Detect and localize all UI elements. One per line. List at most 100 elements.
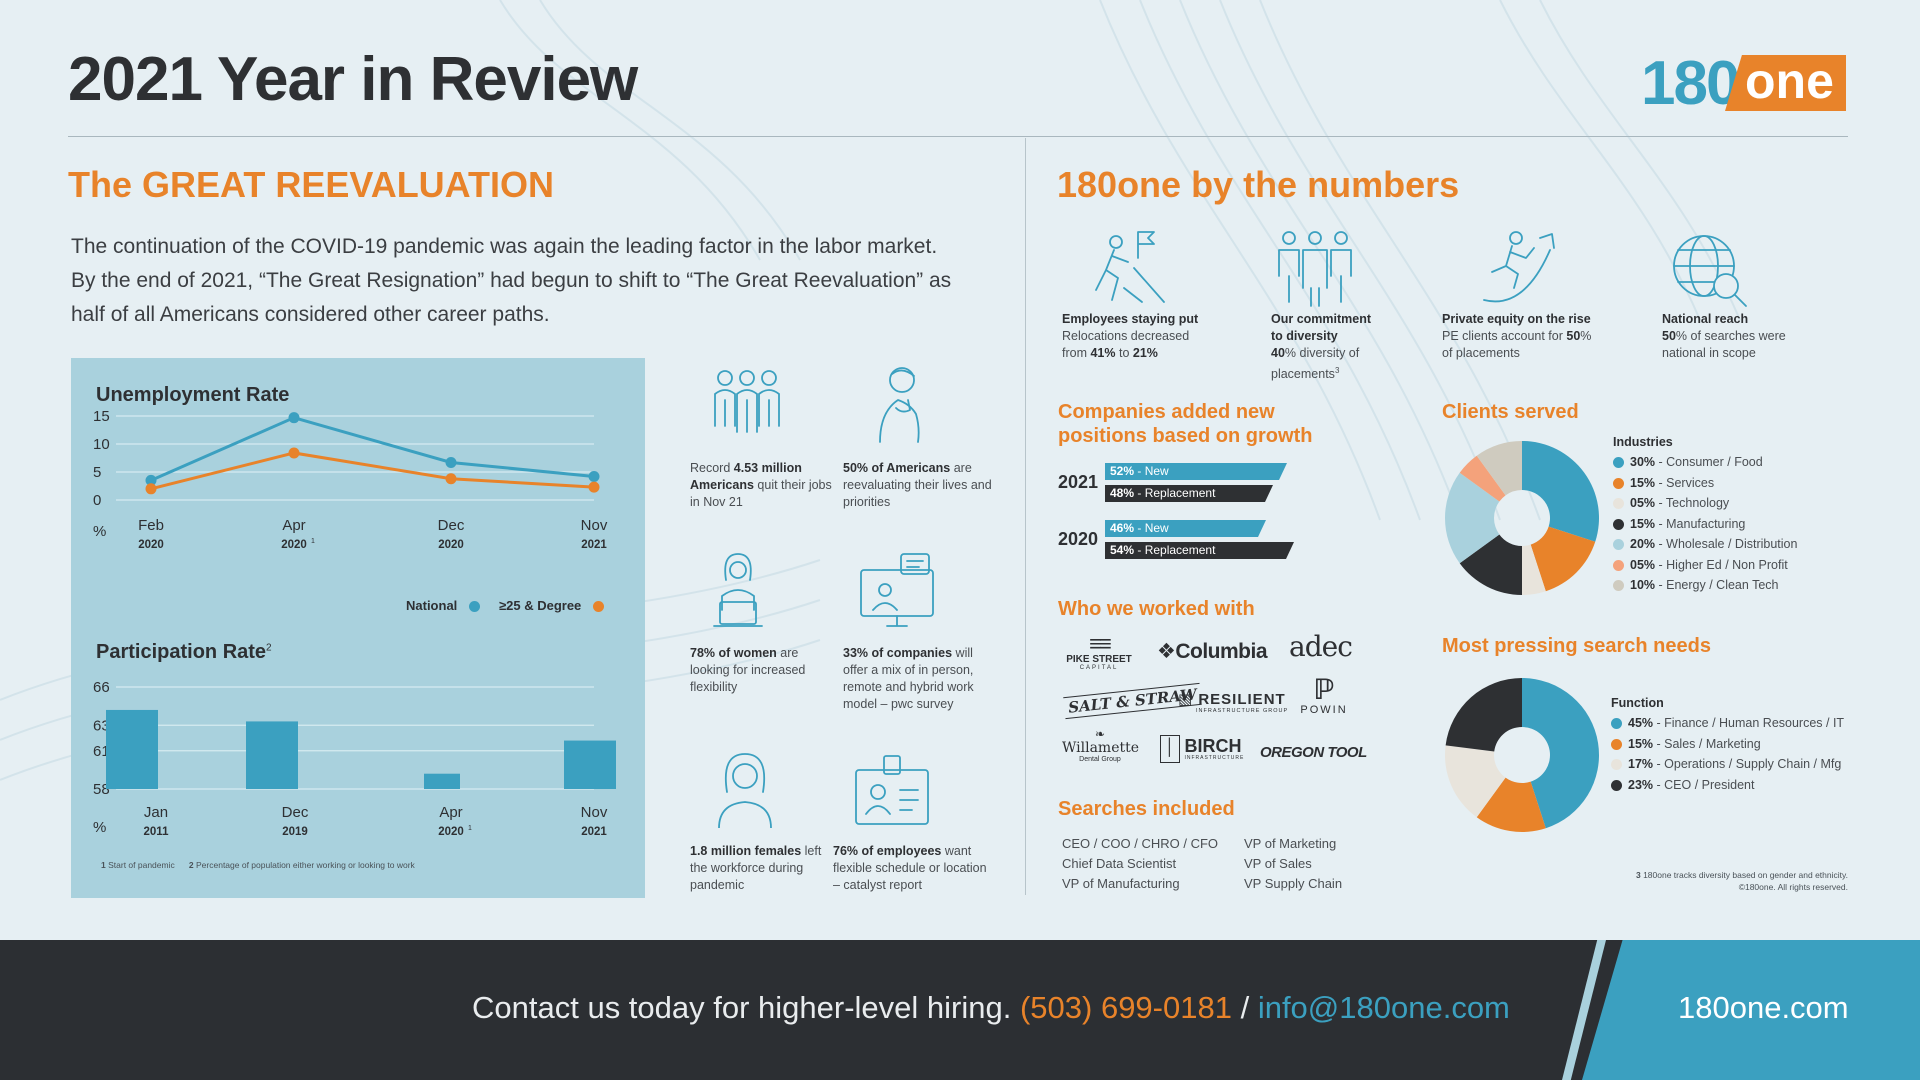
legend-pct: 30% (1630, 455, 1656, 469)
number-title: Employees staying put (1062, 312, 1199, 326)
number-line: from (1062, 346, 1091, 360)
client-sub: INFRASTRUCTURE GROUP (1196, 708, 1289, 714)
footer-phone-link[interactable]: (503) 699-0181 (1019, 990, 1232, 1025)
number-line: national in scope (1662, 346, 1756, 360)
bar-2020-new-label: 46% - New (1105, 520, 1266, 537)
birch-mark-icon: │ (1160, 735, 1180, 763)
functions-legend-title: Function (1611, 696, 1664, 710)
companies-heading-line: Companies added new (1058, 401, 1275, 423)
search-item: Chief Data Scientist (1062, 856, 1177, 871)
legend-dot (1611, 759, 1622, 771)
legend-item: 10% - Energy / Clean Tech (1613, 575, 1797, 596)
legend-label: - Consumer / Food (1655, 455, 1763, 469)
page-title: 2021 Year in Review (68, 45, 638, 114)
number-title: National reach (1662, 312, 1749, 326)
client-name: Columbia (1175, 640, 1267, 663)
legend-dot (1613, 539, 1624, 551)
logo-oregon-tool: OREGON TOOL (1260, 744, 1367, 761)
unemployment-chart-title: Unemployment Rate (96, 384, 290, 406)
x-tick-label: Feb (138, 517, 164, 534)
runner-arrow-icon (1483, 231, 1555, 303)
footer-email-link[interactable]: info@180one.com (1257, 990, 1510, 1025)
footnote-1: Start of pandemic (108, 860, 175, 870)
legend-item: 05% - Technology (1613, 493, 1797, 514)
x-tick-year: 2020 (281, 539, 307, 551)
logo-willamette: ❧ Willamette Dental Group (1062, 727, 1139, 763)
data-point (288, 447, 300, 459)
legend-pct: 17% (1628, 757, 1654, 771)
data-point (588, 470, 600, 482)
data-point (588, 481, 600, 493)
legend-national: National (406, 598, 480, 613)
id-badge-icon (855, 755, 929, 825)
bar-pct: 48% (1110, 486, 1135, 500)
thinking-person-icon (879, 367, 920, 443)
legend-label: - Services (1655, 475, 1715, 490)
legend-pct: 15% (1628, 736, 1654, 751)
legend-pct: 05% (1630, 496, 1656, 510)
resilient-mark-icon: ▧ (1178, 691, 1199, 708)
search-item: VP of Sales (1244, 856, 1312, 871)
number-line: % diversity of (1284, 346, 1360, 360)
data-point (445, 456, 457, 468)
number-national-reach: National reach 50% of searches were nati… (1662, 311, 1837, 362)
pike-street-mark-icon: ≡≡ (1089, 631, 1112, 656)
globe-search-icon (1673, 235, 1747, 307)
bar-text: - Replacement (1134, 486, 1216, 500)
bar-2020-new: 46% - New (1105, 520, 1266, 537)
number-diversity: Our commitment to diversity 40% diversit… (1271, 311, 1401, 383)
stat-text-bold: 1.8 million females (690, 844, 802, 858)
stat-text-pre: Record (690, 461, 734, 475)
year-label-2021: 2021 (1058, 472, 1099, 492)
woman-icon (718, 753, 772, 828)
legend-item: 17% - Operations / Supply Chain / Mfg (1611, 754, 1844, 775)
data-point (145, 483, 157, 495)
number-title: Our commitment (1271, 312, 1372, 326)
columbia-diamond-icon: ❖ (1157, 640, 1176, 663)
logo-adec: adec (1289, 630, 1353, 663)
footer-website-link[interactable]: 180one.com (1678, 990, 1849, 1025)
pie-slice (1445, 678, 1522, 752)
section-heading-by-the-numbers: 180one by the numbers (1057, 164, 1460, 205)
x-tick-year: 2021 (581, 539, 607, 551)
legend-dot (1611, 718, 1622, 730)
legend-item: 05% - Higher Ed / Non Profit (1613, 555, 1797, 576)
footer-contact: Contact us today for higher-level hiring… (472, 990, 1510, 1026)
series-line-degree (150, 451, 595, 491)
number-private-equity: Private equity on the rise PE clients ac… (1442, 311, 1622, 362)
number-line: PE clients account for (1442, 329, 1567, 343)
x-tick-sup: 1 (468, 825, 472, 832)
searches-heading: Searches included (1058, 798, 1235, 820)
participation-chart-title: Participation Rate2 (96, 641, 272, 664)
bar-2021-new: 52% - New (1105, 463, 1287, 480)
x-tick-year: 2020 (138, 539, 164, 551)
legend-pct: 10% (1630, 578, 1656, 592)
client-name: POWIN (1300, 704, 1348, 716)
fine-print: 3 180one tracks diversity based on gende… (1500, 869, 1848, 893)
legend-dot (1613, 477, 1624, 489)
stat-text-post: are reevaluating their lives and priorit… (843, 461, 992, 509)
pie-slice (1445, 472, 1500, 564)
bar (106, 709, 158, 789)
legend-item: 30% - Consumer / Food (1613, 452, 1797, 473)
stat-reevaluating: 50% of Americans are reevaluating their … (843, 460, 993, 511)
video-call-icon (860, 553, 934, 627)
participation-bar-chart: 58 61 63 66% Jan 2011 Dec 2019 Apr 2020 1 Nov 2021 (93, 679, 616, 838)
bar-text: - Replacement (1134, 543, 1216, 557)
stat-text-bold: 33% of companies (843, 646, 953, 660)
legend-label: - Sales / Marketing (1653, 736, 1761, 751)
client-sub: Dental Group (1079, 756, 1121, 763)
bar-pct: 46% (1110, 521, 1135, 535)
pie-slice (1522, 678, 1599, 829)
copyright: ©180one. All rights reserved. (1738, 882, 1848, 892)
legend-label: - Higher Ed / Non Profit (1655, 557, 1788, 572)
client-name: BIRCH (1184, 736, 1242, 756)
logo-number: 180 (1641, 49, 1740, 118)
willamette-mark-icon: ❧ (1094, 727, 1106, 741)
intro-paragraph: The continuation of the COVID-19 pandemi… (71, 230, 971, 332)
number-line: % of searches were (1675, 329, 1786, 343)
y-unit-label: % (93, 819, 106, 836)
x-tick-year: 2021 (581, 826, 607, 838)
legend-degree: ≥25 & Degree (499, 598, 604, 613)
intro-line: By the end of 2021, “The Great Resignati… (71, 269, 952, 292)
